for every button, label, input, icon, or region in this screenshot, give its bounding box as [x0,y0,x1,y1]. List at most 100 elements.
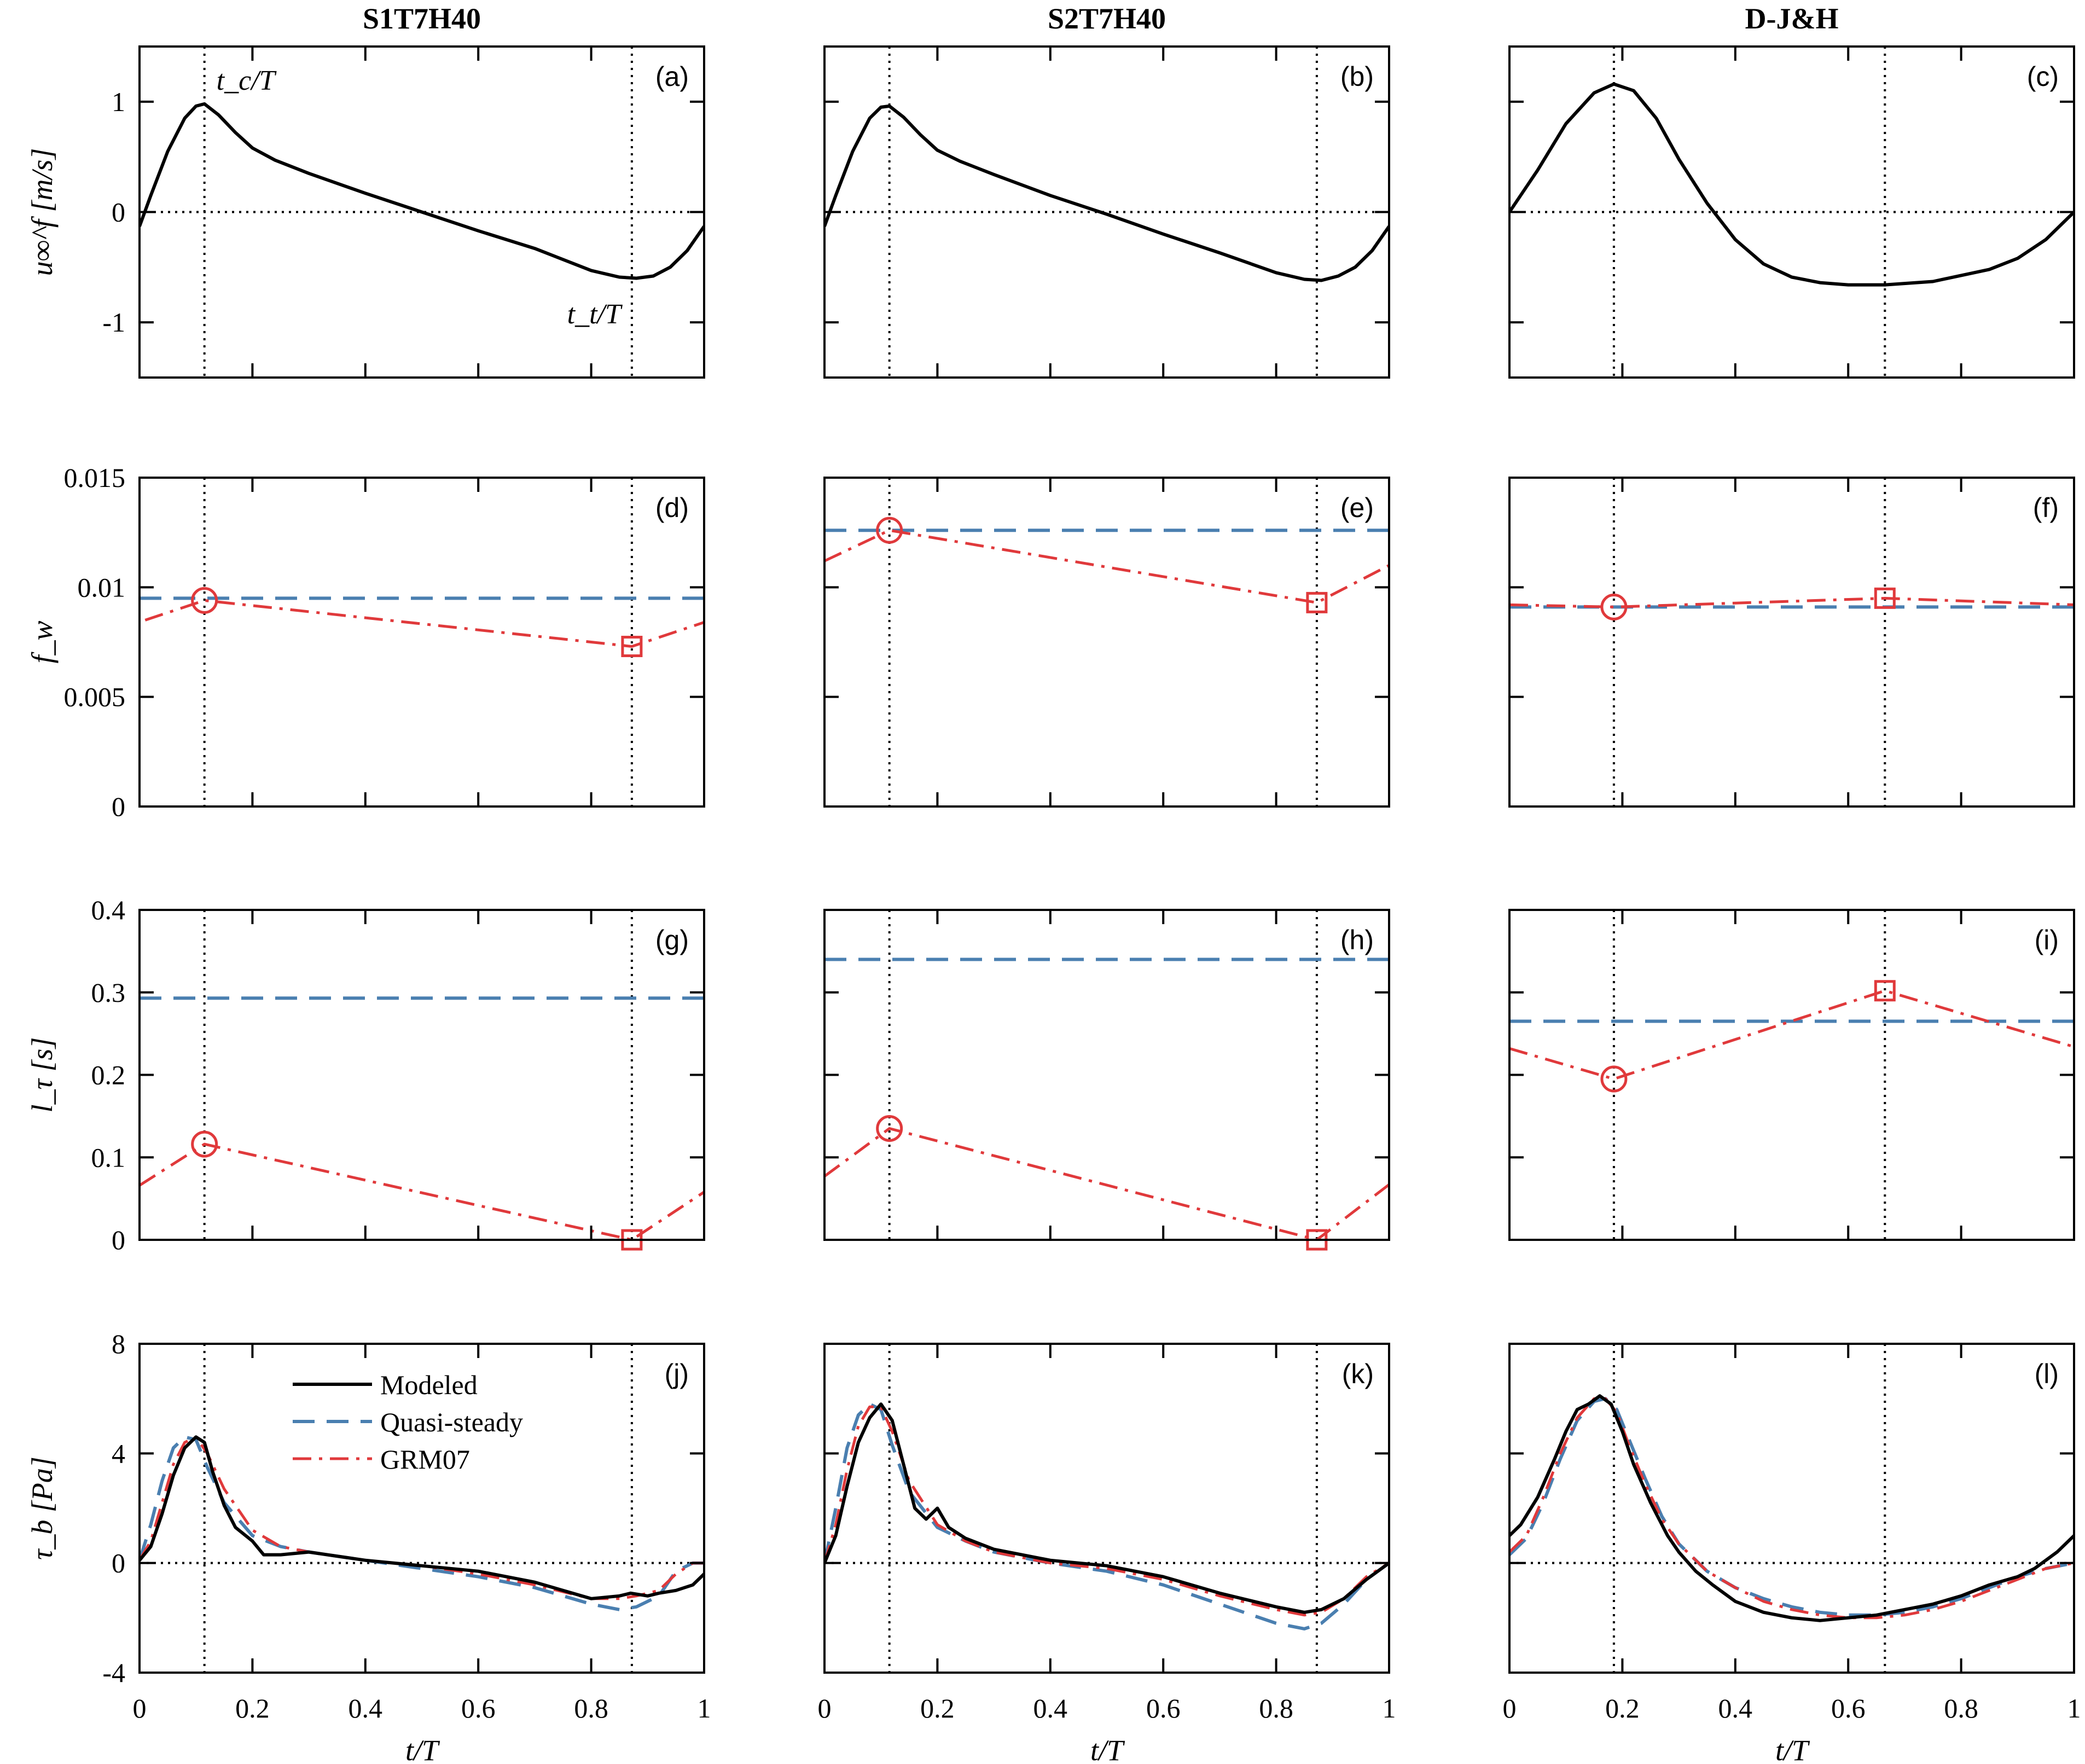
x-tick-label: 0.8 [1944,1693,1978,1724]
axes-frame [138,909,705,1241]
y-axis-label: τ_b [Pa] [26,1457,59,1560]
series-modeled [1509,82,2074,287]
y-axis-label: f_w [26,620,59,663]
trough-marker [1874,980,1896,1002]
series-quasi-steady [824,1402,1389,1630]
x-tick-label: 0.6 [461,1693,496,1724]
x-tick-label: 1 [1383,1693,1396,1724]
y-tick-label: 0.005 [64,682,126,712]
y-tick-label: 4 [112,1438,125,1469]
trough-time-annotation: t_t/T [567,299,623,330]
crest-marker [1600,593,1628,620]
panel-e: (e) [823,477,1390,808]
panel-label: (h) [1340,925,1374,955]
x-tick-label: 0 [818,1693,832,1724]
series-modeled [140,102,704,280]
x-tick-label: 0 [1503,1693,1517,1724]
y-tick-label: 0.2 [91,1060,126,1090]
panel-h: (h) [823,909,1390,1251]
x-tick-label: 0.8 [1259,1693,1293,1724]
panel-label: (l) [2035,1359,2059,1389]
x-tick-label: 0.6 [1146,1693,1181,1724]
y-tick-label: 0.015 [64,462,126,493]
panel-label: (i) [2035,925,2059,955]
crest-marker [876,1115,903,1142]
series-grm07 [144,599,704,648]
y-tick-label: 0.01 [78,572,126,602]
y-tick-label: 0.3 [91,977,126,1008]
x-tick-label: 0 [133,1693,147,1724]
crest-marker [876,517,903,544]
series-grm07 [824,1127,1389,1240]
trough-marker [1306,591,1328,613]
y-tick-label: 0.4 [91,895,126,925]
x-tick-label: 0.4 [349,1693,383,1724]
y-tick-label: -1 [102,307,125,338]
panel-label: (k) [1342,1359,1374,1389]
series-grm07 [1509,596,2074,608]
series-grm07 [1509,989,2074,1081]
legend: Modeled Quasi-steady GRM07 [293,1370,523,1475]
legend-label: Quasi-steady [380,1407,523,1437]
panel-b: (b) S2T7H40 [823,2,1390,379]
panel-label: (e) [1340,492,1374,523]
y-tick-label: 0 [112,791,125,822]
panel-label: (c) [2027,61,2059,92]
series-modeled [824,1402,1389,1614]
y-tick-label: 1 [112,86,125,117]
panel-c: (c) D-J&H [1508,2,2075,379]
panel-i: (i) [1508,909,2075,1241]
panel-label: (b) [1340,61,1374,92]
x-tick-label: 1 [698,1693,711,1724]
panel-label: (a) [655,61,689,92]
x-axis-label: t/T [405,1734,440,1764]
series-grm07 [140,1142,704,1240]
column-title: S1T7H40 [363,2,481,35]
x-tick-label: 0.4 [1033,1693,1068,1724]
axes-frame [823,45,1390,379]
series-modeled [1509,1394,2074,1622]
legend-label: Modeled [380,1370,478,1400]
x-tick-label: 0.2 [235,1693,270,1724]
y-axis-label: l_τ [s] [26,1037,59,1113]
crest-time-annotation: t_c/T [217,65,277,96]
x-tick-label: 0.6 [1831,1693,1866,1724]
axes-frame [138,477,705,808]
axes-frame [1508,1343,2075,1674]
y-tick-label: 8 [112,1328,125,1359]
panel-d: (d) 0 0.005 0.01 0.015 [64,462,705,822]
y-tick-label: 0 [112,1225,125,1255]
x-axis-label: t/T [1090,1734,1125,1764]
y-tick-label: 0 [112,1548,125,1579]
axes-frame [823,1343,1390,1674]
trough-marker [621,636,643,658]
panel-label: (j) [665,1359,689,1389]
column-title: S2T7H40 [1048,2,1166,35]
x-tick-label: 1 [2067,1693,2081,1724]
y-tick-label: 0.1 [91,1142,126,1173]
series-grm07 [824,1405,1389,1617]
axes-frame [1508,477,2075,808]
trough-marker [1874,587,1896,609]
legend-label: GRM07 [380,1444,470,1475]
crest-marker [191,1130,218,1158]
panel-label: (f) [2033,492,2059,523]
series-grm07 [824,529,1389,604]
panel-j: (j) -4 0 4 8 0 0.2 0.4 0.6 0.8 1 t/T Modeled Quasi-st… [102,1328,711,1764]
x-tick-label: 0.2 [920,1693,955,1724]
panel-k: (k) 0 0.2 0.4 0.6 0.8 1 t/T [818,1343,1396,1764]
axes-frame [1508,909,2075,1241]
x-axis-label: t/T [1775,1734,1810,1764]
crest-marker [191,587,218,614]
crest-marker [1600,1065,1628,1093]
panel-label: (g) [655,925,689,955]
y-axis-label: u∞^f [m/s] [26,148,59,276]
y-tick-label: -4 [102,1657,125,1688]
x-tick-label: 0.4 [1718,1693,1753,1724]
x-tick-label: 0.2 [1605,1693,1640,1724]
x-tick-label: 0.8 [574,1693,608,1724]
panel-g: (g) 0 0.1 0.2 0.3 0.4 [91,895,705,1255]
series-modeled [140,1435,704,1600]
series-grm07 [1509,1397,2074,1620]
